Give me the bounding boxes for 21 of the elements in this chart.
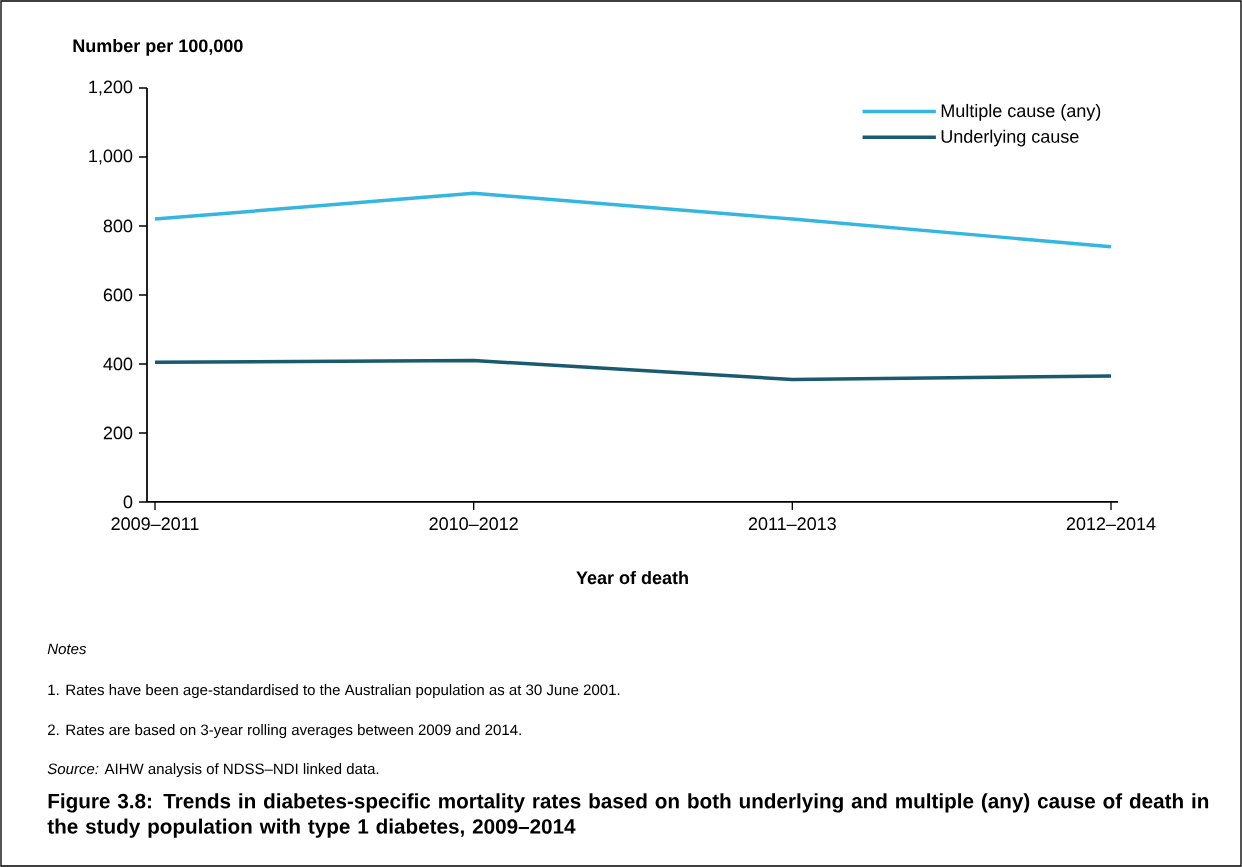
y-axis-title: Number per 100,000 — [73, 38, 243, 56]
x-tick-label: 2011–2013 — [748, 517, 836, 531]
legend-label: Underlying cause — [941, 129, 1079, 147]
x-tick-label: 2009–2011 — [111, 517, 199, 531]
x-tick-label: 2012–2014 — [1066, 517, 1156, 531]
x-tick-label: 2010–2012 — [429, 517, 518, 531]
text: Notes — [47, 643, 87, 655]
y-tick-label: 200 — [103, 426, 133, 440]
y-tick-label: 800 — [103, 219, 133, 233]
y-tick-label: 0 — [123, 495, 133, 509]
y-tick-label: 1,000 — [89, 149, 133, 165]
text: 2. Rates are based on 3-year rolling averages between 2009 and 2014. — [48, 724, 521, 739]
y-tick-label: 400 — [103, 357, 133, 371]
y-tick-label: 1,200 — [89, 80, 133, 96]
text: Figure 3.8: Trends in diabetes-specific mortality rates based on both underlying and multiple (any) cause of death in the study population with type 1 diabetes, 2009–2014 — [47, 793, 1209, 838]
legend-label: Multiple cause (any) — [941, 103, 1101, 121]
y-tick-label: 600 — [103, 288, 133, 302]
x-axis-title: Year of death — [576, 570, 688, 585]
line-series — [153, 358, 1113, 382]
text: 1. Rates have been age-standardised to the Australian population as at 30 June 2001. — [48, 684, 620, 699]
text: Source: AIHW analysis of NDSS–NDI linked data. — [47, 763, 379, 778]
